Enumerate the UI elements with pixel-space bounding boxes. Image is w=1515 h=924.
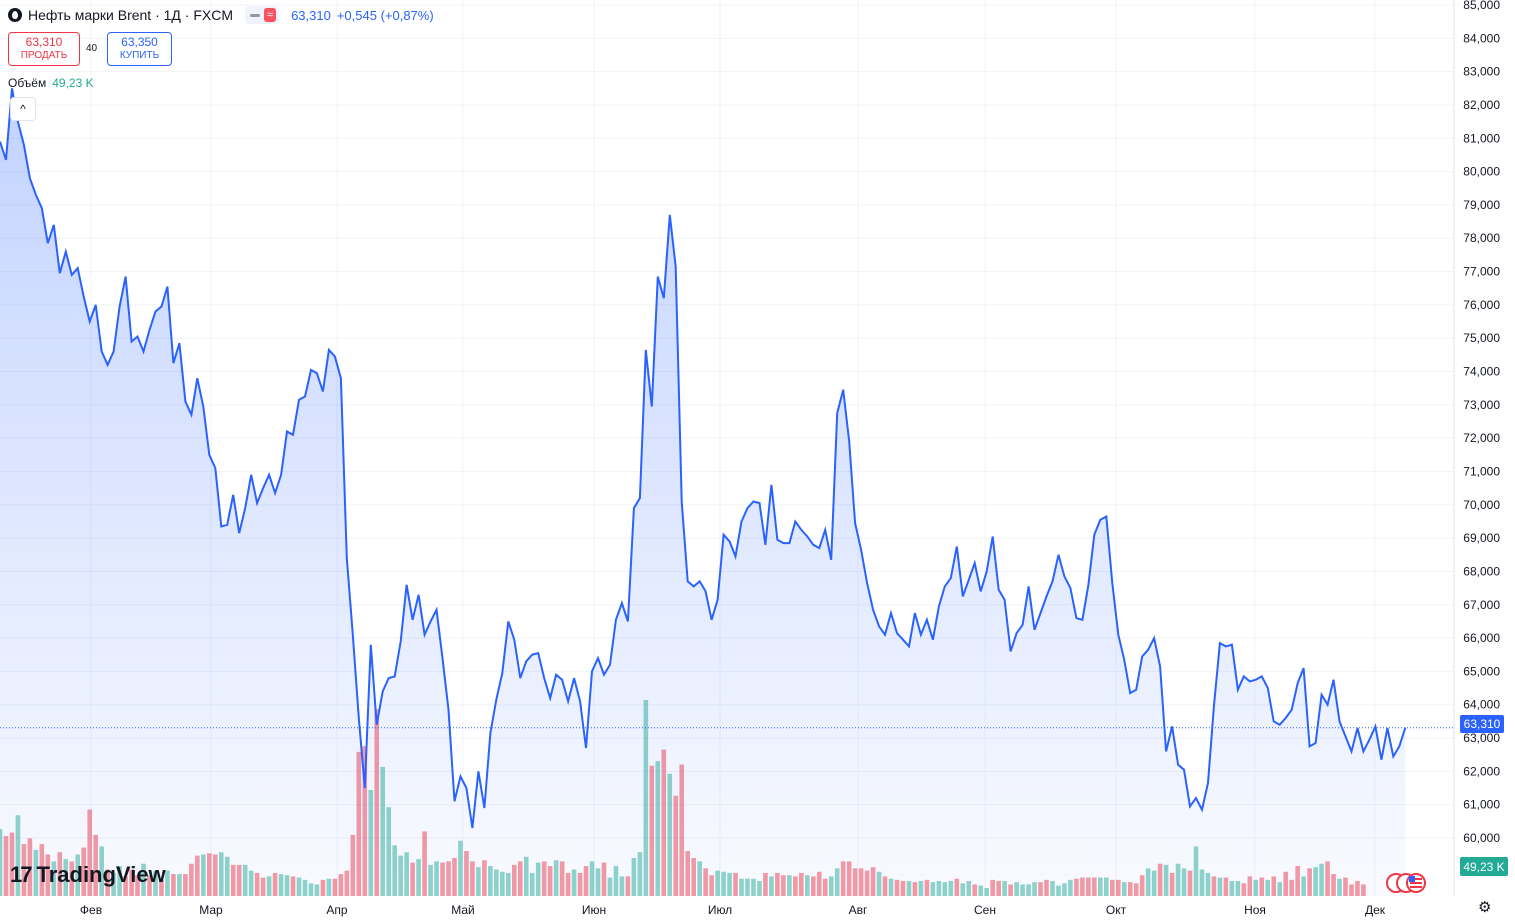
sell-label: ПРОДАТЬ: [20, 50, 68, 61]
price-tick-label: 74,000: [1463, 365, 1500, 379]
tradingview-wordmark: TradingView: [36, 862, 166, 887]
price-tick-label: 76,000: [1463, 298, 1500, 312]
time-tick-label: Ноя: [1244, 903, 1266, 917]
price-tick-label: 65,000: [1463, 664, 1500, 678]
price-change: +0,545 (+0,87%): [336, 7, 434, 23]
spread-value: 40: [86, 43, 98, 54]
price-tick-label: 62,000: [1463, 764, 1500, 778]
price-tick-label: 70,000: [1463, 498, 1500, 512]
time-tick-label: Июл: [708, 903, 732, 917]
time-tick-label: Май: [451, 903, 475, 917]
buy-label: КУПИТЬ: [119, 50, 160, 61]
oil-drop-icon: [8, 8, 22, 22]
price-tick-label: 82,000: [1463, 98, 1500, 112]
last-volume-label: 49,23 K: [1460, 857, 1508, 876]
buy-price: 63,350: [121, 35, 158, 49]
price-tick-label: 67,000: [1463, 598, 1500, 612]
collapse-legend-button[interactable]: ^: [10, 97, 36, 121]
time-tick-label: Сен: [974, 903, 996, 917]
volume-label: Объём: [8, 76, 47, 90]
price-line: [0, 88, 1407, 829]
time-tick-label: Авг: [849, 903, 868, 917]
time-tick-label: Июн: [582, 903, 606, 917]
symbol-legend: Нефть марки Brent · 1Д · FXCM ≈ 63,310 +…: [8, 6, 434, 24]
market-status[interactable]: ≈: [245, 6, 280, 24]
price-tick-label: 60,000: [1463, 831, 1500, 845]
symbol-title[interactable]: Нефть марки Brent · 1Д · FXCM: [28, 7, 234, 23]
sell-button[interactable]: 63,310 ПРОДАТЬ: [8, 32, 80, 66]
price-tick-label: 84,000: [1463, 31, 1500, 45]
last-price-label: 63,310: [1460, 715, 1504, 733]
price-tick-label: 63,000: [1463, 731, 1500, 745]
price-tick-label: 83,000: [1463, 65, 1500, 79]
dash-icon: [250, 13, 261, 17]
last-price: 63,310: [291, 7, 331, 23]
volume-legend: Объём 49,23 K: [8, 76, 94, 90]
price-tick-label: 69,000: [1463, 531, 1500, 545]
tradingview-logo[interactable]: 17 TradingView: [10, 862, 166, 888]
price-axis: 85,000 84,000 83,000 82,000 81,000 80,000 79,0…: [1463, 0, 1500, 845]
price-tick-label: 73,000: [1463, 398, 1500, 412]
price-tick-label: 81,000: [1463, 131, 1500, 145]
chevron-up-icon: ^: [20, 102, 26, 116]
time-tick-label: Фев: [80, 903, 102, 917]
gear-icon[interactable]: ⚙: [1478, 899, 1492, 916]
time-tick-label: Окт: [1106, 903, 1127, 917]
wave-icon: ≈: [264, 8, 277, 22]
price-tick-label: 66,000: [1463, 631, 1500, 645]
price-tick-label: 71,000: [1463, 464, 1500, 478]
tradingview-mark-icon: 17: [10, 862, 33, 887]
last-price-label-text: 63,310: [1464, 717, 1501, 731]
time-tick-label: Апр: [326, 903, 348, 917]
price-tick-label: 72,000: [1463, 431, 1500, 445]
last-volume-label-text: 49,23 K: [1463, 860, 1504, 874]
price-tick-label: 85,000: [1463, 0, 1500, 12]
sell-price: 63,310: [25, 35, 63, 49]
time-tick-label: Дек: [1365, 903, 1386, 917]
price-tick-label: 80,000: [1463, 165, 1500, 179]
time-axis: Фев Мар Апр Май Июн Июл Авг Сен Окт Ноя Дек: [80, 903, 1386, 917]
price-tick-label: 61,000: [1463, 798, 1500, 812]
price-tick-label: 75,000: [1463, 331, 1500, 345]
time-tick-label: Мар: [199, 903, 223, 917]
price-tick-label: 78,000: [1463, 231, 1500, 245]
us-flag-icon[interactable]: [1384, 873, 1428, 893]
price-tick-label: 68,000: [1463, 564, 1500, 578]
buy-button[interactable]: 63,350 КУПИТЬ: [107, 32, 172, 66]
price-area: [0, 88, 1406, 897]
volume-value: 49,23 K: [52, 76, 94, 90]
price-tick-label: 79,000: [1463, 198, 1500, 212]
price-tick-label: 64,000: [1463, 698, 1500, 712]
price-tick-label: 77,000: [1463, 265, 1500, 279]
